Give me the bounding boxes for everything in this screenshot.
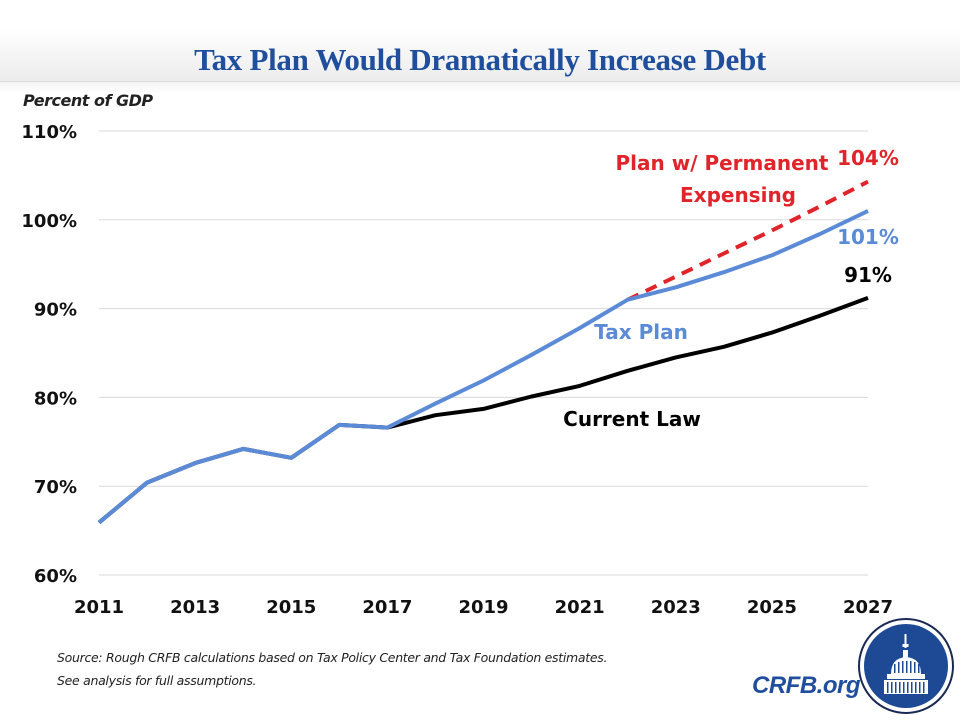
annotation-current-law: Current Law xyxy=(563,407,701,431)
series-line-current-law xyxy=(97,296,869,525)
x-tick-label: 2025 xyxy=(747,597,797,618)
y-tick-label: 110% xyxy=(21,122,77,143)
annotation-permanent-expensing-line1: Plan w/ Permanent xyxy=(616,151,829,175)
x-tick-label: 2017 xyxy=(362,597,412,618)
x-tick-label: 2021 xyxy=(555,597,605,618)
series-lines xyxy=(97,179,869,525)
y-axis-label: Percent of GDP xyxy=(23,91,153,110)
x-tick-label: 2011 xyxy=(74,597,124,618)
y-axis-ticks: 60% 70% 80% 90% 100% 110% xyxy=(21,122,77,587)
chart-title: Tax Plan Would Dramatically Increase Deb… xyxy=(194,42,766,77)
series-line-tax-plan xyxy=(97,209,869,525)
source-note: Source: Rough CRFB calculations based on… xyxy=(57,650,608,665)
x-tick-label: 2027 xyxy=(843,597,893,618)
header-shadow xyxy=(0,82,960,94)
x-tick-label: 2015 xyxy=(266,597,316,618)
x-axis-ticks: 2011 2013 2015 2017 2019 2021 2023 2025 2027 xyxy=(74,597,893,618)
x-tick-label: 2013 xyxy=(170,597,220,618)
y-tick-label: 90% xyxy=(34,300,77,321)
x-tick-label: 2019 xyxy=(458,597,508,618)
capitol-dome-icon xyxy=(858,618,954,714)
y-tick-label: 70% xyxy=(34,477,77,498)
data-label-104: 104% xyxy=(837,146,899,170)
crfb-link[interactable]: CRFB.org xyxy=(752,672,860,699)
header-band xyxy=(0,0,960,82)
annotation-permanent-expensing-line2: Expensing xyxy=(680,183,796,207)
gridlines xyxy=(99,130,868,576)
data-label-91: 91% xyxy=(844,263,892,287)
y-tick-label: 80% xyxy=(34,388,77,409)
assumptions-note: See analysis for full assumptions. xyxy=(57,673,257,688)
annotations: Plan w/ Permanent Expensing 104% 101% 91% Tax… xyxy=(563,146,899,431)
y-tick-label: 100% xyxy=(21,211,77,232)
x-tick-label: 2023 xyxy=(651,597,701,618)
annotation-tax-plan: Tax Plan xyxy=(594,320,688,344)
data-label-101: 101% xyxy=(837,225,899,249)
y-tick-label: 60% xyxy=(34,566,77,587)
series-line-plan-w-permanent-expensing xyxy=(626,179,869,302)
